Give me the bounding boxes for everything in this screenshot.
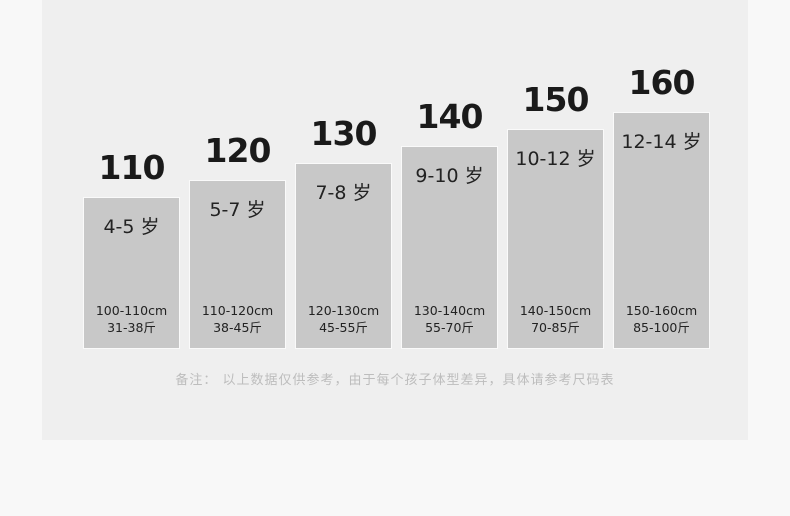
age-label: 5-7 岁 (209, 199, 266, 221)
size-label: 140 (416, 97, 484, 136)
height-range: 110-120cm (201, 303, 274, 318)
height-range: 150-160cm (625, 303, 698, 318)
age-label: 10-12 岁 (515, 148, 596, 170)
size-bar: 9-10 岁 130-140cm 55-70斤 (402, 147, 497, 348)
weight-range: 85-100斤 (633, 320, 690, 335)
weight-range: 55-70斤 (425, 320, 474, 335)
weight-range: 70-85斤 (531, 320, 580, 335)
size-label: 150 (522, 80, 590, 119)
size-bar: 12-14 岁 150-160cm 85-100斤 (614, 113, 709, 348)
size-label: 120 (204, 131, 272, 170)
height-range: 140-150cm (519, 303, 592, 318)
size-bar: 4-5 岁 100-110cm 31-38斤 (84, 198, 179, 348)
age-label: 4-5 岁 (103, 216, 160, 238)
weight-range: 45-55斤 (319, 320, 368, 335)
size-label: 110 (98, 148, 166, 187)
weight-range: 31-38斤 (107, 320, 156, 335)
age-label: 7-8 岁 (315, 182, 372, 204)
size-label: 160 (628, 63, 696, 102)
note-text: 备注： 以上数据仅供参考，由于每个孩子体型差异，具体请参考尺码表 (175, 373, 615, 388)
size-label: 130 (310, 114, 378, 153)
age-label: 9-10 岁 (415, 165, 484, 187)
height-range: 100-110cm (95, 303, 168, 318)
size-bar: 7-8 岁 120-130cm 45-55斤 (296, 164, 391, 348)
size-bar: 5-7 岁 110-120cm 38-45斤 (190, 181, 285, 348)
height-range: 120-130cm (307, 303, 380, 318)
size-bar: 10-12 岁 140-150cm 70-85斤 (508, 130, 603, 348)
height-range: 130-140cm (413, 303, 486, 318)
weight-range: 38-45斤 (213, 320, 262, 335)
age-label: 12-14 岁 (621, 131, 702, 153)
